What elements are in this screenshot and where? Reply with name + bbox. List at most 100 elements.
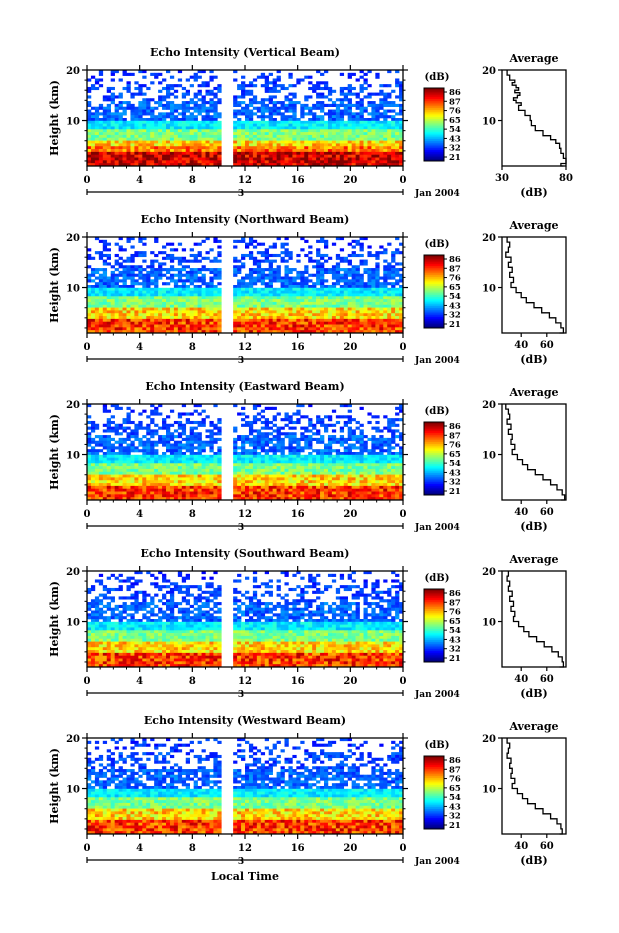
heatmap-cell xyxy=(241,325,245,328)
heatmap-cell xyxy=(352,87,356,90)
heatmap-cell xyxy=(237,135,241,138)
heatmap-cell xyxy=(316,432,320,435)
heatmap-cell xyxy=(130,110,134,113)
heatmap-cell xyxy=(304,158,308,161)
heatmap-cell xyxy=(142,138,146,141)
heatmap-cell xyxy=(257,319,261,322)
heatmap-cell xyxy=(123,126,127,129)
heatmap-cell xyxy=(356,112,360,115)
heatmap-cell xyxy=(336,107,340,110)
heatmap-cell xyxy=(115,316,119,319)
heatmap-cell xyxy=(348,243,352,246)
heatmap-cell xyxy=(158,143,162,146)
heatmap-cell xyxy=(332,285,336,288)
heatmap-cell xyxy=(209,441,213,444)
heatmap-cell xyxy=(344,313,348,316)
heatmap-cell xyxy=(296,308,300,311)
heatmap-cell xyxy=(364,325,368,328)
heatmap-cell xyxy=(391,260,395,263)
heatmap-cell xyxy=(241,438,245,441)
heatmap-cell xyxy=(111,421,115,424)
heatmap-cell xyxy=(277,319,281,322)
heatmap-cell xyxy=(371,302,375,305)
heatmap-cell xyxy=(265,308,269,311)
heatmap-cell xyxy=(375,265,379,268)
heatmap-cell xyxy=(281,308,285,311)
heatmap-cell xyxy=(198,146,202,149)
heatmap-cell xyxy=(371,279,375,282)
heatmap-cell xyxy=(269,121,273,124)
heatmap-cell xyxy=(99,310,103,313)
heatmap-cell xyxy=(158,435,162,438)
heatmap-cell xyxy=(261,421,265,424)
heatmap-cell xyxy=(296,132,300,135)
heatmap-cell xyxy=(142,441,146,444)
heatmap-cell xyxy=(308,288,312,291)
heatmap-cell xyxy=(292,313,296,316)
heatmap-cell xyxy=(300,149,304,152)
heatmap-cell xyxy=(387,291,391,294)
heatmap-cell xyxy=(371,313,375,316)
heatmap-cell xyxy=(285,296,289,299)
heatmap-cell xyxy=(209,104,213,107)
heatmap-cell xyxy=(269,245,273,248)
heatmap-cell xyxy=(312,112,316,115)
heatmap-cell xyxy=(95,452,99,455)
heatmap-cell xyxy=(119,143,123,146)
heatmap-cell xyxy=(213,310,217,313)
heatmap-cell xyxy=(265,305,269,308)
heatmap-cell xyxy=(130,257,134,260)
heatmap-cell xyxy=(134,129,138,132)
heatmap-cell xyxy=(111,291,115,294)
heatmap-cell xyxy=(111,138,115,141)
heatmap-cell xyxy=(174,322,178,325)
heatmap-cell xyxy=(166,458,170,461)
heatmap-cell xyxy=(352,305,356,308)
heatmap-cell xyxy=(308,274,312,277)
heatmap-cell xyxy=(332,319,336,322)
heatmap-cell xyxy=(300,115,304,118)
heatmap-cell xyxy=(340,121,344,124)
heatmap-cell xyxy=(324,155,328,158)
heatmap-cell xyxy=(265,160,269,163)
heatmap-cell xyxy=(150,288,154,291)
heatmap-cell xyxy=(162,313,166,316)
heatmap-cell xyxy=(233,110,237,113)
heatmap-cell xyxy=(115,446,119,449)
heatmap-cell xyxy=(107,455,111,458)
heatmap-cell xyxy=(379,302,383,305)
heatmap-cell xyxy=(360,293,364,296)
heatmap-cell xyxy=(288,152,292,155)
heatmap-cell xyxy=(245,438,249,441)
heatmap-cell xyxy=(194,308,198,311)
heatmap-cell xyxy=(312,299,316,302)
heatmap-cell xyxy=(379,291,383,294)
heatmap-cell xyxy=(209,305,213,308)
heatmap-cell xyxy=(352,271,356,274)
heatmap-cell xyxy=(241,143,245,146)
heatmap-cell xyxy=(340,308,344,311)
heatmap-cell xyxy=(91,257,95,260)
heatmap-cell xyxy=(174,282,178,285)
heatmap-cell xyxy=(320,313,324,316)
heatmap-cell xyxy=(324,149,328,152)
heatmap-cell xyxy=(103,121,107,124)
heatmap-cell xyxy=(273,452,277,455)
heatmap-cell xyxy=(360,313,364,316)
heatmap-cell xyxy=(99,112,103,115)
heatmap-cell xyxy=(269,432,273,435)
heatmap-cell xyxy=(182,455,186,458)
heatmap-cell xyxy=(213,146,217,149)
heatmap-cell xyxy=(360,429,364,432)
heatmap-cell xyxy=(107,441,111,444)
heatmap-cell xyxy=(277,432,281,435)
heatmap-cell xyxy=(158,129,162,132)
heatmap-cell xyxy=(296,129,300,132)
heatmap-cell xyxy=(186,279,190,282)
heatmap-cell xyxy=(253,135,257,138)
heatmap-cell xyxy=(324,415,328,418)
heatmap-cell xyxy=(182,302,186,305)
heatmap-cell xyxy=(273,299,277,302)
heatmap-cell xyxy=(265,76,269,79)
heatmap-cell xyxy=(340,441,344,444)
